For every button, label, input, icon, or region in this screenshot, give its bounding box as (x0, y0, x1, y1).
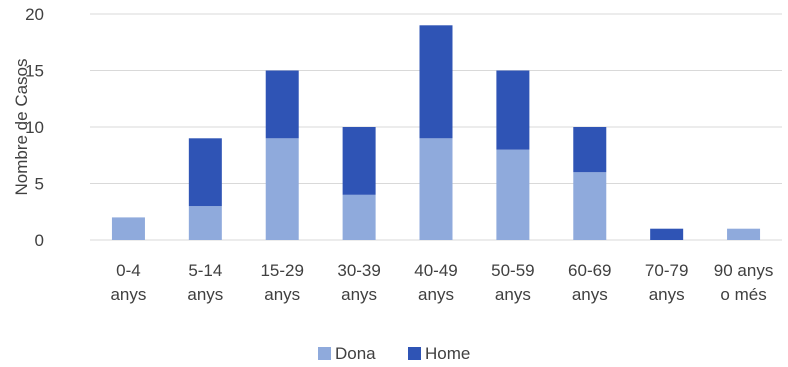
x-category-label: anys (264, 285, 300, 304)
y-tick-label: 10 (25, 118, 44, 137)
x-category-label: anys (341, 285, 377, 304)
x-axis-categories: 0-4 anys 5-14 anys 15-29 anys 30-39 anys 40-49 an… (110, 261, 773, 304)
y-axis-ticks: 0 5 10 15 20 (25, 5, 44, 250)
x-category-label: anys (110, 285, 146, 304)
legend: Dona Home (318, 344, 470, 363)
bar-home (342, 127, 376, 195)
x-category-label: 30-39 (337, 261, 380, 280)
bar-dona (188, 206, 222, 240)
y-axis-title: Nombre de Casos (12, 58, 31, 195)
legend-label-home: Home (425, 344, 470, 363)
legend-swatch-home (408, 347, 421, 360)
legend-swatch-dona (318, 347, 331, 360)
bar-home (265, 70, 299, 139)
x-category-label: 5-14 (188, 261, 222, 280)
x-category-label: anys (572, 285, 608, 304)
x-category-label: 60-69 (568, 261, 611, 280)
x-category-label: 0-4 (116, 261, 141, 280)
x-category-label: o més (720, 285, 766, 304)
x-category-label: 90 anys (714, 261, 774, 280)
y-tick-label: 15 (25, 62, 44, 81)
x-category-label: anys (495, 285, 531, 304)
y-tick-label: 0 (35, 231, 44, 250)
bar-dona (419, 138, 453, 240)
legend-label-dona: Dona (335, 344, 376, 363)
x-category-label: 70-79 (645, 261, 688, 280)
x-category-label: 50-59 (491, 261, 534, 280)
bar-dona (342, 194, 376, 240)
bar-home (650, 228, 684, 240)
bar-dona (111, 217, 145, 240)
x-category-label: 15-29 (260, 261, 303, 280)
bar-dona (496, 149, 530, 240)
bar-home (188, 138, 222, 207)
y-tick-label: 5 (35, 175, 44, 194)
bars (111, 25, 761, 240)
bar-dona (265, 138, 299, 240)
x-category-label: anys (649, 285, 685, 304)
x-category-label: anys (187, 285, 223, 304)
bar-home (573, 127, 607, 173)
y-tick-label: 20 (25, 5, 44, 24)
bar-dona (573, 172, 607, 240)
x-category-label: 40-49 (414, 261, 457, 280)
bar-home (496, 70, 530, 150)
bar-home (419, 25, 453, 139)
x-category-label: anys (418, 285, 454, 304)
bar-dona (727, 228, 761, 240)
